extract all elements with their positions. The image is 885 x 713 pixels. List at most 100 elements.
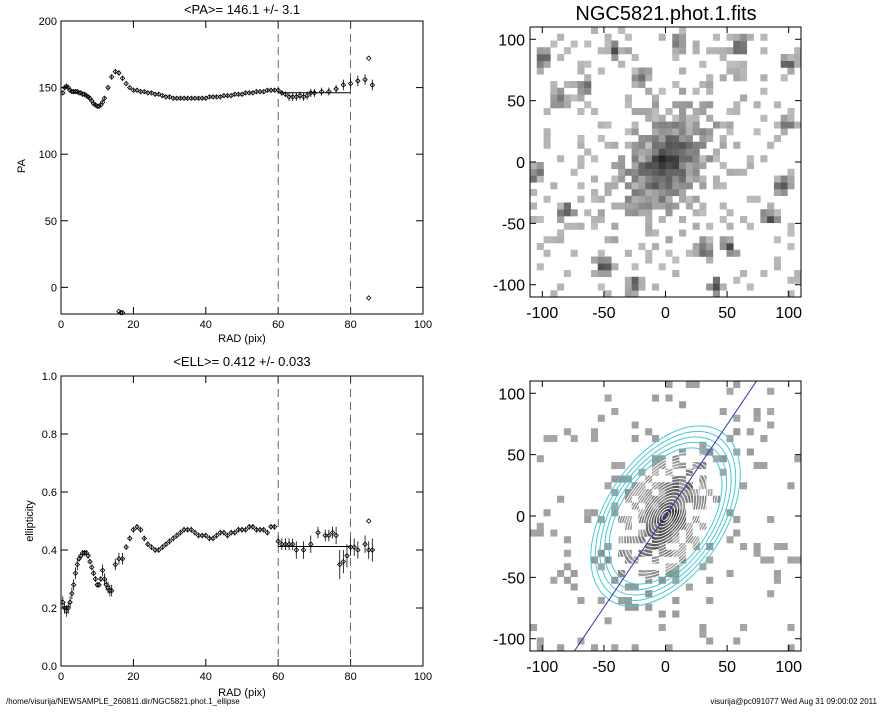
image-pixel xyxy=(685,202,693,210)
image-pixel xyxy=(563,202,571,210)
image-pixel xyxy=(679,135,687,143)
image-pixel xyxy=(787,60,795,68)
image-pixel xyxy=(726,435,734,443)
y-tick-label: 0.8 xyxy=(42,429,57,441)
image-pixel xyxy=(699,236,707,244)
image-pixel xyxy=(665,209,673,217)
x-tick-label: 40 xyxy=(200,319,212,331)
data-point xyxy=(192,529,198,536)
image-pixel xyxy=(699,128,707,136)
data-point xyxy=(108,74,115,80)
image-pixel xyxy=(590,27,599,35)
image-pixel xyxy=(658,189,666,197)
image-pixel xyxy=(699,209,707,217)
image-pixel xyxy=(590,189,599,197)
x-tick-label: 60 xyxy=(272,671,284,683)
image-pixel xyxy=(645,87,653,95)
image-pixel xyxy=(577,94,585,102)
image-pixel xyxy=(557,236,565,244)
image-pixel xyxy=(665,563,673,571)
image-pixel xyxy=(638,202,646,210)
image-pixel xyxy=(638,155,646,163)
data-point xyxy=(163,94,169,100)
image-pixel xyxy=(740,543,748,551)
image-pixel xyxy=(685,482,693,490)
image-pixel xyxy=(645,428,653,436)
data-point xyxy=(188,526,195,533)
image-pixel xyxy=(753,549,761,557)
image-pixel xyxy=(685,381,693,389)
image-pixel xyxy=(726,121,734,129)
image-pixel xyxy=(679,175,687,183)
data-point xyxy=(181,526,187,533)
image-pixel xyxy=(638,108,646,116)
image-pixel xyxy=(760,87,768,95)
image-pixel xyxy=(685,114,693,122)
image-pixel xyxy=(665,249,673,257)
image-pixel xyxy=(577,60,585,68)
image-pixel xyxy=(672,168,680,176)
x-tick-label: 20 xyxy=(127,319,139,331)
data-point xyxy=(188,95,195,102)
image-pixel xyxy=(685,121,693,129)
data-point xyxy=(347,80,354,87)
galaxy-image-panel: NGC5821.phot.1.fits -100 -50 0 50 100 -100 -50… xyxy=(493,3,802,322)
image-pixel xyxy=(658,155,666,163)
image-pixel xyxy=(618,597,626,605)
data-point xyxy=(213,532,220,539)
image-pixel xyxy=(638,276,646,284)
image-pixel xyxy=(611,222,619,230)
image-pixel xyxy=(638,549,646,557)
image-pixel xyxy=(692,162,700,170)
image-pixel xyxy=(624,516,632,524)
image-pixel xyxy=(597,263,605,271)
image-pixel xyxy=(679,101,687,109)
data-point xyxy=(148,544,155,550)
image-pixel xyxy=(536,243,544,251)
image-pixel xyxy=(651,128,660,136)
image-pixel xyxy=(638,243,646,251)
data-point xyxy=(123,80,129,87)
image-pixel xyxy=(584,81,592,89)
data-point xyxy=(174,95,180,102)
data-point xyxy=(67,599,73,605)
footer-file-path: /home/visurija/NEWSAMPLE_260811.dir/NGC5… xyxy=(6,697,240,706)
image-pixel xyxy=(563,270,571,278)
image-pixel xyxy=(618,47,626,55)
image-pixel xyxy=(665,108,673,116)
data-point xyxy=(148,90,155,96)
image-pixel xyxy=(665,175,673,183)
image-pixel xyxy=(719,74,727,82)
image-pixel xyxy=(543,249,551,257)
image-pixel xyxy=(746,33,754,41)
image-pixel xyxy=(733,74,741,82)
x-tick-label: 100 xyxy=(775,305,802,322)
image-pixel xyxy=(584,40,592,48)
image-pixel xyxy=(624,489,632,497)
image-pixel xyxy=(665,162,673,170)
data-point xyxy=(210,535,216,542)
image-pixel xyxy=(665,536,673,544)
image-pixel xyxy=(760,47,768,55)
image-pixel xyxy=(780,175,788,183)
image-pixel xyxy=(604,236,612,244)
y-tick-label: 100 xyxy=(39,149,57,161)
image-pixel xyxy=(645,148,653,156)
x-tick-label: 50 xyxy=(718,305,736,322)
image-pixel xyxy=(563,576,571,584)
data-point xyxy=(271,87,278,94)
image-pixel xyxy=(665,236,673,244)
image-pixel xyxy=(604,543,612,551)
image-pixel xyxy=(543,47,551,55)
data-point xyxy=(235,91,242,98)
image-pixel xyxy=(780,543,788,551)
image-pixel xyxy=(658,624,666,632)
image-pixel xyxy=(658,522,666,530)
image-pixel xyxy=(645,209,653,217)
image-pixel xyxy=(557,216,565,224)
image-pixel xyxy=(726,67,734,75)
image-pixel xyxy=(563,563,571,571)
data-point xyxy=(181,95,187,102)
data-point xyxy=(326,88,332,95)
image-pixel xyxy=(577,155,585,163)
